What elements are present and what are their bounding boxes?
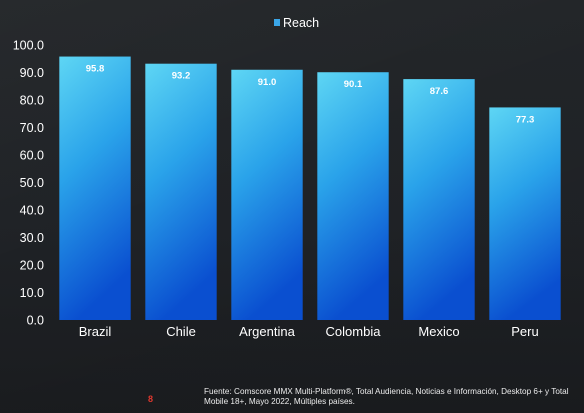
legend-swatch-reach: [274, 19, 280, 26]
data-label: 95.8: [86, 64, 105, 75]
bar: [59, 56, 131, 321]
y-tick-label: 100.0: [13, 39, 44, 53]
legend-label-reach: Reach: [283, 16, 319, 30]
x-tick-label: Mexico: [418, 324, 459, 339]
y-tick-label: 90.0: [20, 66, 44, 80]
legend: Reach: [274, 16, 319, 30]
bars: [59, 56, 561, 321]
bar: [145, 63, 217, 320]
x-tick-label: Brazil: [79, 324, 112, 339]
y-tick-label: 10.0: [20, 286, 44, 300]
y-tick-label: 20.0: [20, 259, 44, 273]
x-tick-label: Peru: [511, 324, 538, 339]
y-tick-label: 60.0: [20, 149, 44, 163]
data-label: 93.2: [172, 71, 191, 82]
y-tick-label: 70.0: [20, 121, 44, 135]
data-label: 87.6: [430, 86, 449, 97]
data-label: 90.1: [344, 79, 363, 90]
bar: [489, 107, 561, 320]
page-number: 8: [148, 394, 154, 404]
y-axis: 0.0 10.0 20.0 30.0 40.0 50.0 60.0 70.0 80.0 90.0 1…: [13, 39, 44, 328]
bar: [317, 72, 389, 320]
y-tick-label: 50.0: [20, 176, 44, 190]
bar: [403, 79, 475, 320]
x-tick-label: Argentina: [239, 324, 295, 339]
bar: [231, 69, 303, 320]
y-tick-label: 40.0: [20, 204, 44, 218]
source-note: Fuente: Comscore MMX Multi-Platform®, To…: [204, 387, 569, 406]
data-label: 91.0: [258, 77, 277, 88]
data-labels: 95.8 93.2 91.0 90.1 87.6 77.3: [86, 64, 535, 126]
x-tick-label: Colombia: [326, 324, 382, 339]
y-tick-label: 0.0: [27, 314, 44, 328]
x-axis: Brazil Chile Argentina Colombia Mexico Peru: [79, 324, 539, 339]
data-label: 77.3: [516, 114, 535, 125]
y-tick-label: 30.0: [20, 231, 44, 245]
x-tick-label: Chile: [166, 324, 196, 339]
y-tick-label: 80.0: [20, 94, 44, 108]
